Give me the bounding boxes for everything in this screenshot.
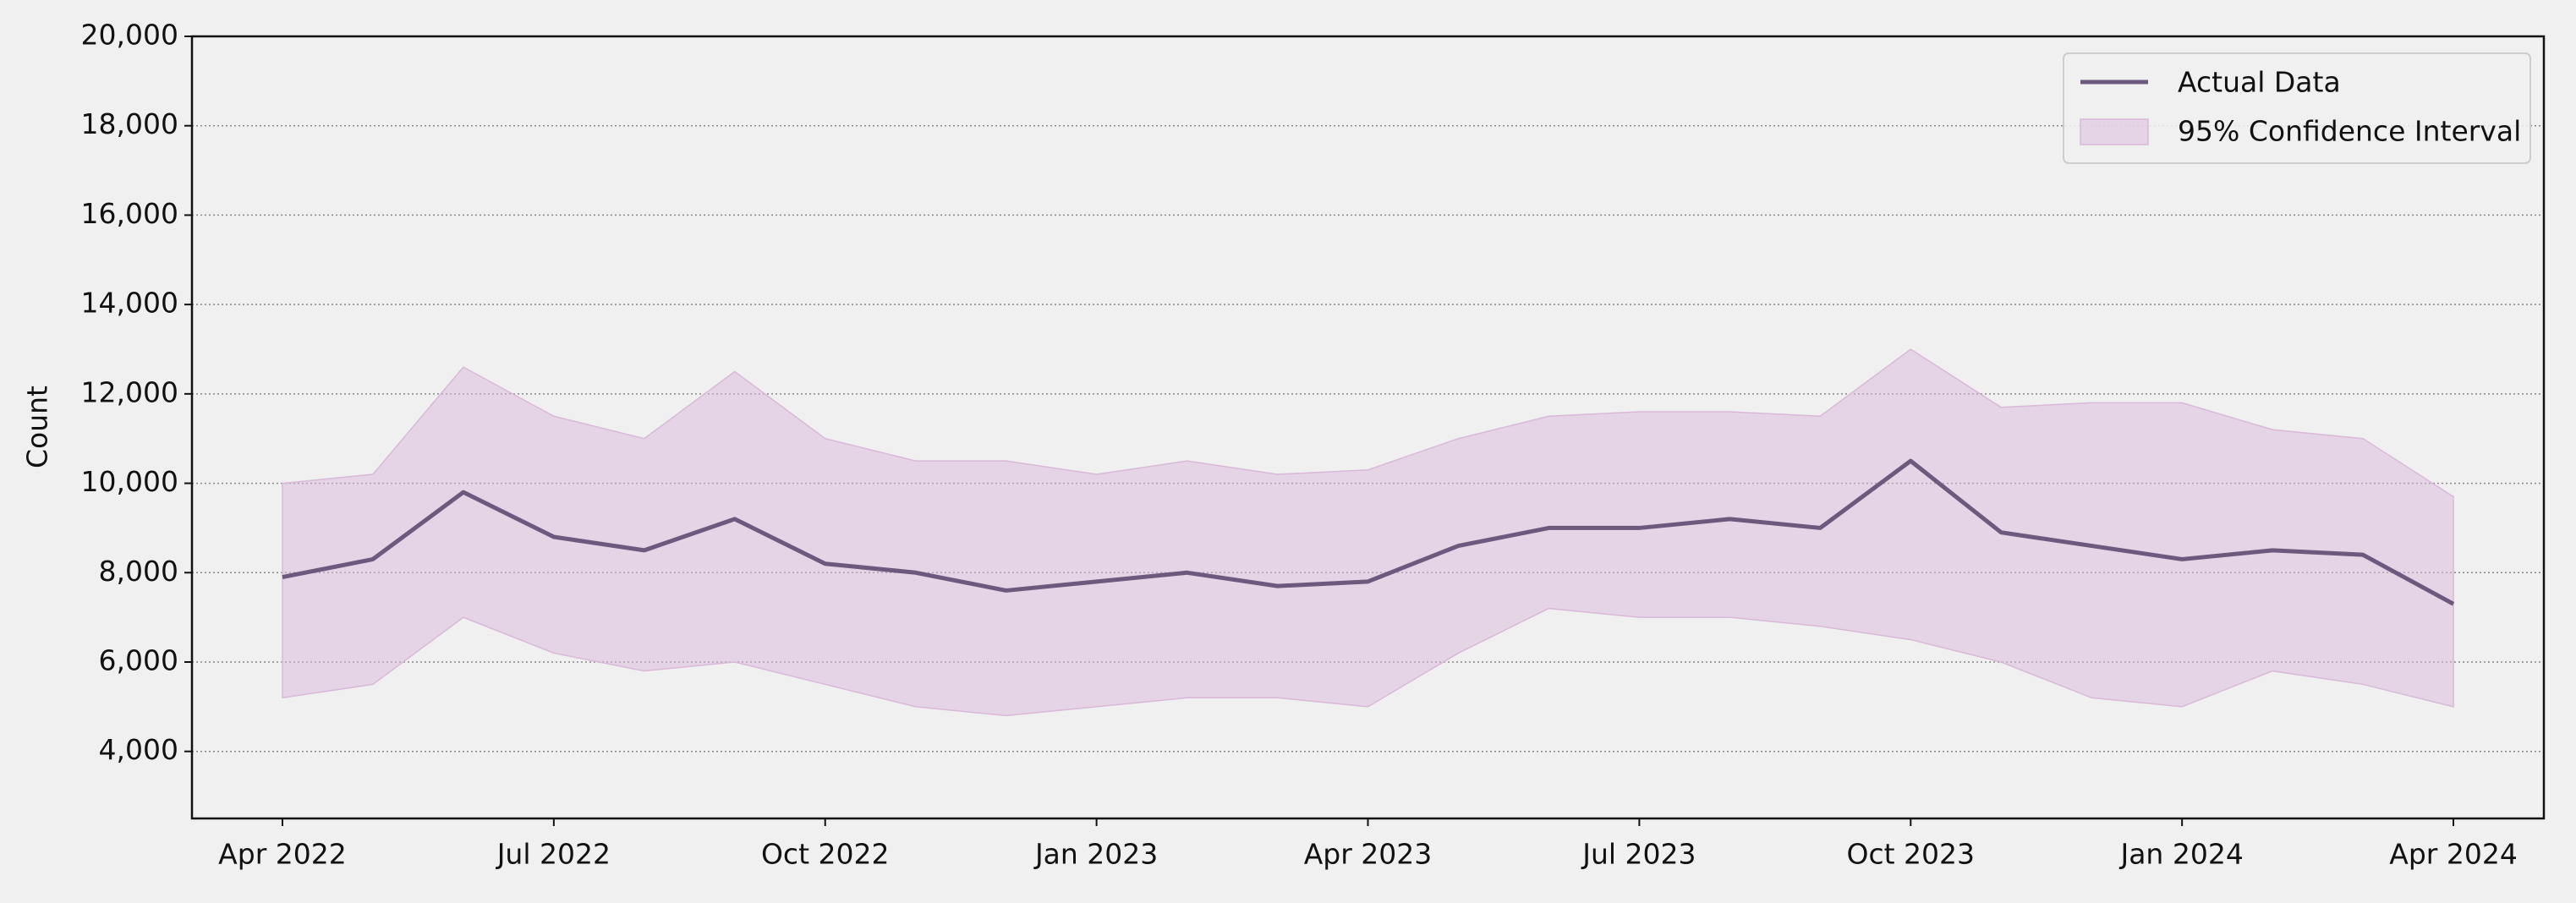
y-tick-label: 20,000 xyxy=(81,19,178,52)
y-tick-label: 18,000 xyxy=(81,107,178,140)
x-tick-label: Oct 2023 xyxy=(1847,838,1976,871)
y-axis-label: Count xyxy=(21,386,54,468)
x-tick-label: Jul 2022 xyxy=(496,838,611,871)
y-tick-label: 10,000 xyxy=(81,465,178,498)
x-tick-label: Jan 2024 xyxy=(2118,838,2243,871)
y-tick-label: 6,000 xyxy=(99,644,178,677)
x-tick-label: Jul 2023 xyxy=(1581,838,1696,871)
legend-label: 95% Confidence Interval xyxy=(2178,115,2521,148)
x-tick-label: Apr 2022 xyxy=(218,838,347,871)
plot-frame xyxy=(190,35,2546,820)
x-tick-label: Oct 2022 xyxy=(761,838,890,871)
y-tick-label: 4,000 xyxy=(99,733,178,766)
x-tick-label: Apr 2023 xyxy=(1304,838,1433,871)
legend-swatch xyxy=(2080,118,2149,145)
data-line xyxy=(282,458,2455,606)
y-tick-label: 8,000 xyxy=(99,555,178,588)
y-tick-label: 14,000 xyxy=(81,287,178,320)
legend-box xyxy=(2063,52,2531,164)
x-tick-label: Jan 2023 xyxy=(1033,838,1158,871)
y-tick-label: 16,000 xyxy=(81,197,178,230)
confidence-band xyxy=(282,348,2454,717)
y-tick-label: 12,000 xyxy=(81,375,178,408)
x-tick-label: Apr 2024 xyxy=(2389,838,2518,871)
legend-label: Actual Data xyxy=(2178,66,2341,99)
